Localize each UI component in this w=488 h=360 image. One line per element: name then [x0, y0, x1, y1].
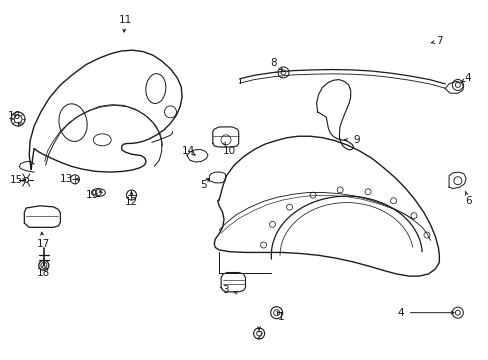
Text: 5: 5 [200, 180, 206, 190]
Text: 7: 7 [435, 36, 442, 46]
Text: 11: 11 [118, 15, 131, 26]
Text: 3: 3 [221, 285, 228, 296]
Circle shape [39, 260, 49, 270]
Text: 12: 12 [124, 197, 138, 207]
Text: 10: 10 [222, 145, 235, 156]
Text: 8: 8 [270, 58, 277, 68]
Text: 15: 15 [10, 175, 23, 185]
Text: 6: 6 [464, 196, 471, 206]
Text: 16: 16 [8, 111, 21, 121]
Text: 19: 19 [86, 190, 99, 200]
Text: 18: 18 [37, 267, 50, 278]
Text: 4: 4 [463, 73, 470, 83]
Text: 13: 13 [60, 174, 73, 184]
Text: 4: 4 [396, 308, 403, 318]
Text: 9: 9 [352, 135, 359, 145]
Text: 17: 17 [37, 239, 50, 249]
Text: 2: 2 [255, 331, 262, 341]
Text: 14: 14 [182, 145, 195, 156]
Text: 1: 1 [277, 312, 284, 322]
